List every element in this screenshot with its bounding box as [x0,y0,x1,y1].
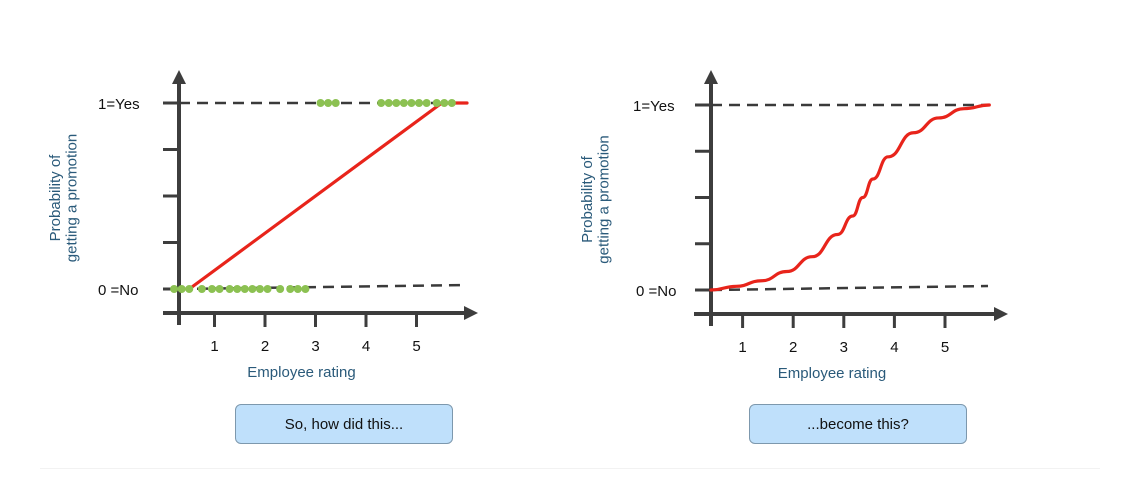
data-point [407,99,416,107]
x-tick-label: 5 [412,338,420,355]
data-point [240,285,249,293]
chart-sigmoid: 1=Yes 0 =No 1 2 3 4 5 Employee rating Probabilit… [579,70,1008,382]
y-level-yes-label: 1=Yes [633,98,675,115]
data-point [185,285,194,293]
data-point [432,99,441,107]
data-point [207,285,216,293]
data-point [293,285,302,293]
data-point [384,99,393,107]
x-tick-label: 2 [261,338,269,355]
y-axis-title-line: getting a promotion [596,135,613,263]
data-point [225,285,234,293]
x-tick-label: 1 [210,338,218,355]
y-axis-title: Probability ofgetting a promotion [47,134,81,262]
x-axis-title: Employee rating [778,365,886,382]
callout-left-label: So, how did this... [284,415,404,433]
data-point [170,285,179,293]
data-point [377,99,386,107]
y-axis-title-line: getting a promotion [64,134,81,262]
data-point [286,285,295,293]
y-level-yes-label: 1=Yes [98,96,140,113]
x-axis-arrow [994,307,1008,321]
dashed-line-no [710,284,989,292]
data-point [248,285,257,293]
y-axis-title-line: Probability of [579,155,596,243]
y-axis-arrow [704,70,718,84]
x-tick-label: 3 [311,338,319,355]
x-axis-arrow [464,306,478,320]
callout-left-button[interactable]: So, how did this... [235,404,453,444]
bottom-divider [40,468,1100,469]
x-tick-label: 2 [789,339,797,356]
x-axis-title: Employee rating [247,364,355,381]
y-axis-arrow [172,70,186,84]
data-point [233,285,242,293]
data-point [324,99,333,107]
y-level-no-label: 0 =No [98,282,138,299]
data-point [422,99,431,107]
y-axis-title: Probability ofgetting a promotion [579,135,613,263]
data-point [215,285,224,293]
data-point [197,285,206,293]
data-point [301,285,310,293]
x-tick-label: 1 [738,339,746,356]
x-tick-label: 4 [362,338,370,355]
y-axis-title-line: Probability of [47,154,64,242]
data-point [177,285,186,293]
data-point [276,285,285,293]
x-tick-label: 3 [840,339,848,356]
data-point [440,99,449,107]
data-point [392,99,401,107]
data-point [263,285,272,293]
data-point [255,285,264,293]
data-point [331,99,340,107]
dashed-line-no [178,283,466,291]
curve-line [187,101,469,291]
data-point [399,99,408,107]
curve-line [709,103,991,292]
y-level-no-label: 0 =No [636,283,676,300]
data-point [415,99,424,107]
chart-linear: 1=Yes 0 =No 1 2 3 4 5 Employee rating Probabilit… [47,70,478,381]
x-tick-label: 4 [890,339,898,356]
callout-right-label: ...become this? [807,415,909,433]
callout-right-button[interactable]: ...become this? [749,404,967,444]
x-tick-label: 5 [941,339,949,356]
data-point [316,99,325,107]
data-point [447,99,456,107]
